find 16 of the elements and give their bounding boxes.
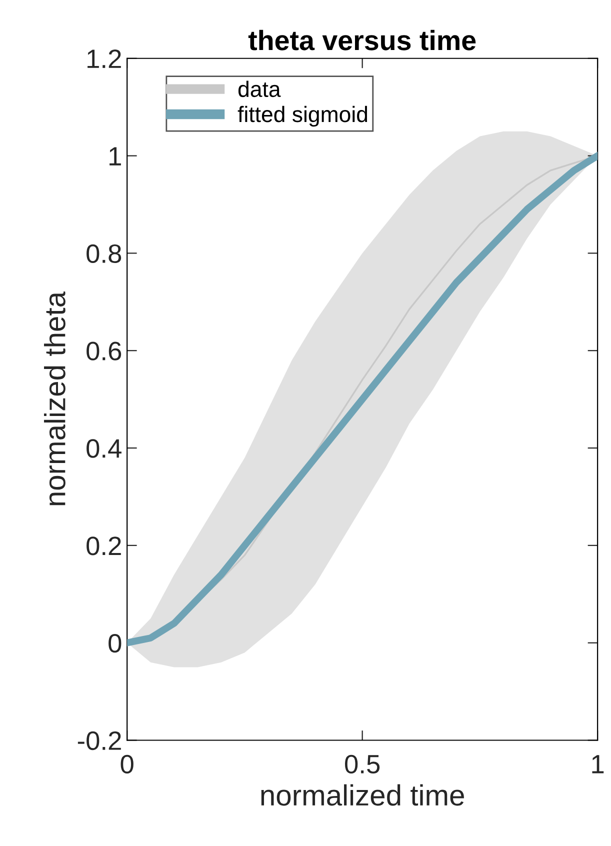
legend-label: fitted sigmoid — [238, 106, 368, 127]
y-tick-label: 0.2 — [86, 536, 121, 556]
y-tick-label: 0.8 — [86, 244, 122, 264]
x-tick-label: 0 — [120, 754, 134, 774]
y-axis-title: normalized theta — [44, 291, 66, 506]
chart-title: theta versus time — [248, 30, 476, 50]
legend-label: data — [238, 80, 281, 98]
x-tick-label: 1 — [592, 755, 604, 774]
x-axis-title: normalized time — [261, 784, 464, 806]
y-tick-label: 0.4 — [86, 439, 122, 458]
y-tick-label: 0 — [108, 634, 122, 653]
y-tick-label: 1.2 — [88, 50, 121, 68]
y-tick-label: 1 — [110, 147, 121, 166]
y-tick-label: 0.6 — [86, 342, 122, 360]
x-tick-label: 0.5 — [345, 754, 380, 774]
y-tick-label: -0.2 — [78, 731, 121, 750]
